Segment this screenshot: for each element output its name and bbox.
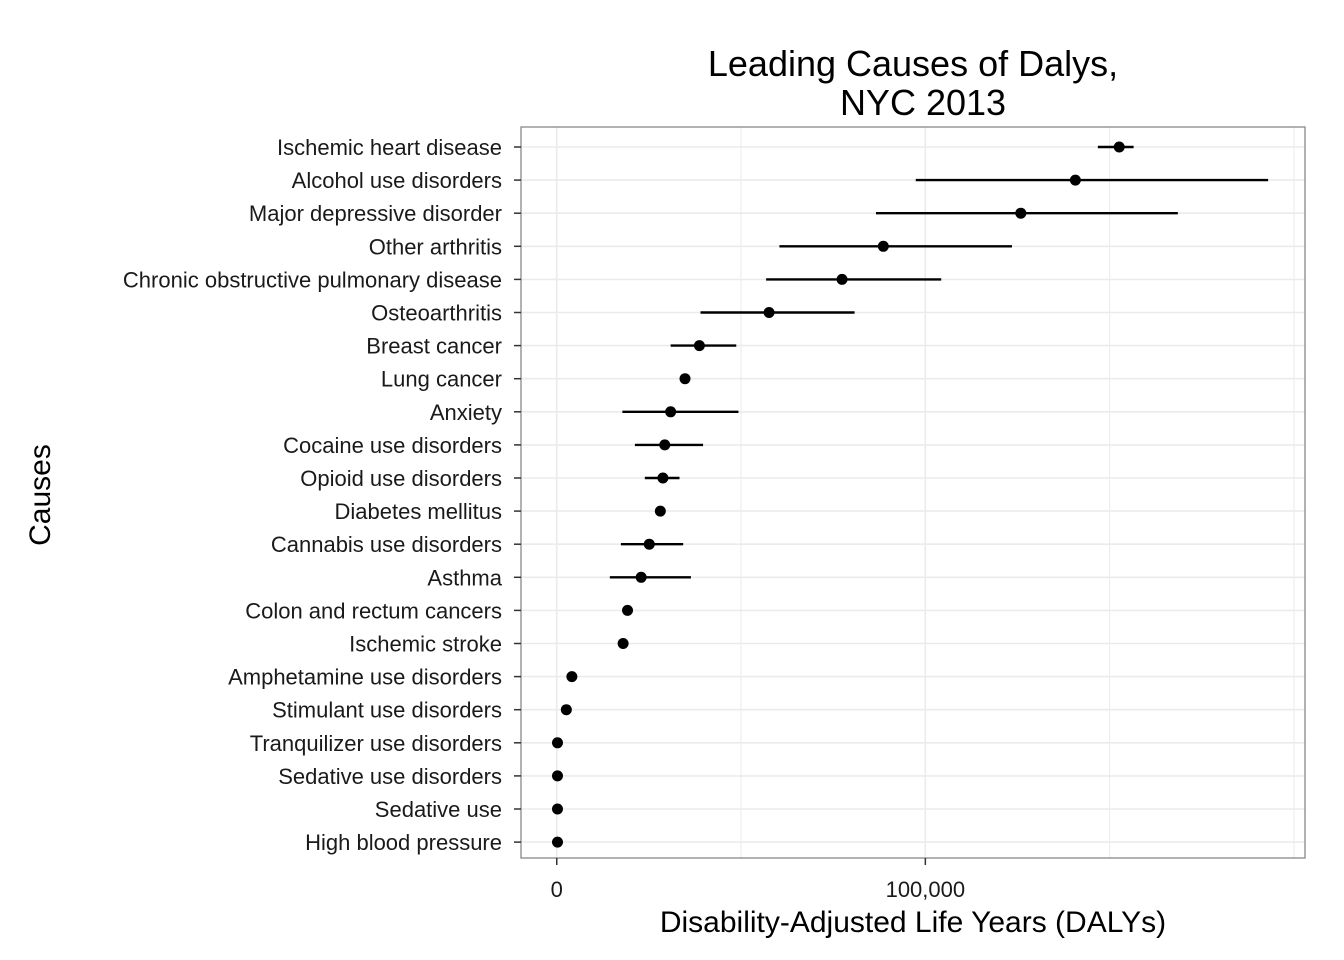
x-axis-title: Disability-Adjusted Life Years (DALYs) [660, 906, 1166, 939]
data-point [679, 373, 691, 385]
x-tick-label: 0 [551, 877, 563, 902]
y-tick-label: Cannabis use disorders [271, 532, 502, 557]
data-point [1015, 207, 1027, 219]
data-point [635, 571, 647, 583]
data-point [657, 472, 669, 484]
data-point [659, 439, 671, 451]
y-tick-label: Sedative use disorders [278, 764, 502, 789]
data-point [617, 638, 629, 649]
y-tick-label: Tranquilizer use disorders [250, 731, 502, 756]
data-points [551, 141, 1125, 848]
data-point [665, 406, 677, 418]
y-tick-label: Chronic obstructive pulmonary disease [123, 267, 502, 292]
y-tick-label: Cocaine use disorders [283, 433, 502, 458]
y-tick-label: Asthma [427, 565, 502, 590]
data-point [1069, 174, 1081, 186]
y-tick-label: Other arthritis [369, 234, 502, 259]
data-point [877, 240, 889, 252]
data-point [1113, 141, 1125, 153]
data-point [654, 505, 666, 517]
y-axis-title: Causes [24, 444, 57, 546]
y-tick-label: Diabetes mellitus [334, 499, 502, 524]
data-point [763, 307, 775, 318]
y-tick-label: Alcohol use disorders [292, 168, 502, 193]
y-tick-label: Breast cancer [366, 334, 502, 359]
y-tick-label: Opioid use disorders [300, 466, 502, 491]
y-tick-label: Major depressive disorder [249, 201, 502, 226]
y-tick-label: Sedative use [375, 797, 502, 822]
y-tick-label: Ischemic heart disease [277, 135, 502, 160]
data-point [551, 836, 563, 848]
tick-layer [514, 146, 927, 865]
y-tick-label: Stimulant use disorders [272, 698, 502, 723]
y-tick-label: Osteoarthritis [371, 301, 502, 326]
grid-layer [521, 127, 1305, 858]
y-tick-label: Amphetamine use disorders [228, 665, 502, 690]
y-tick-label: Colon and rectum cancers [245, 598, 502, 623]
plot-panel-border [520, 126, 1306, 859]
data-point [551, 770, 563, 782]
x-tick-label: 100,000 [886, 877, 966, 902]
chart-title-line-1: Leading Causes of Dalys, [708, 43, 1118, 84]
data-point [693, 340, 705, 352]
error-bars [556, 145, 1269, 844]
x-tick-labels: 0 100,000 [551, 877, 965, 902]
y-tick-labels: Ischemic heart disease Alcohol use disord… [123, 135, 503, 855]
data-point [551, 803, 563, 815]
y-tick-label: Anxiety [430, 400, 502, 425]
data-point [643, 538, 655, 550]
data-point [560, 704, 572, 716]
data-point [566, 671, 578, 683]
data-point [836, 273, 848, 285]
y-tick-label: Lung cancer [381, 367, 502, 392]
data-point [551, 737, 563, 749]
y-tick-label: Ischemic stroke [349, 632, 502, 657]
data-point [622, 604, 634, 616]
y-tick-label: High blood pressure [305, 830, 502, 855]
chart-title-line-2: NYC 2013 [840, 82, 1006, 123]
